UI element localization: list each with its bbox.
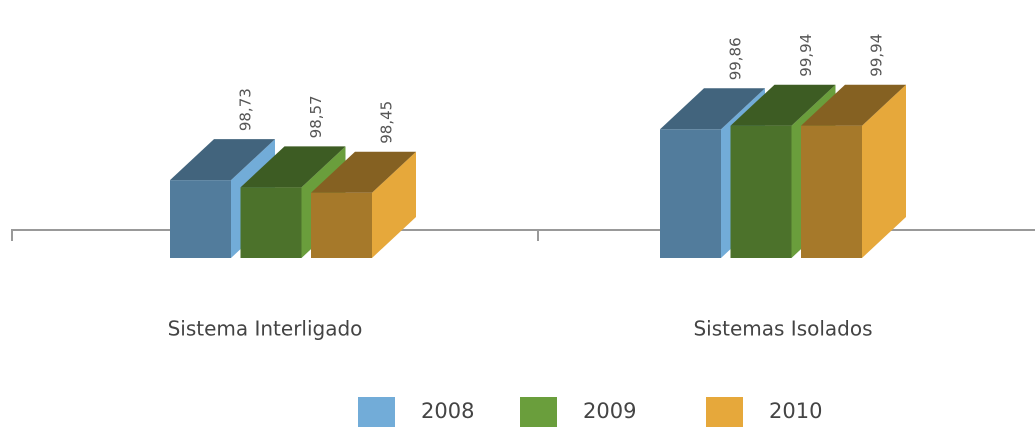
bar-front bbox=[170, 180, 231, 258]
data-label: 98,73 bbox=[237, 88, 255, 131]
bar-front bbox=[660, 129, 721, 258]
bar-front bbox=[240, 187, 302, 258]
bar-top bbox=[170, 139, 275, 181]
legend-swatch bbox=[706, 397, 743, 427]
data-label: 99,94 bbox=[868, 34, 886, 77]
bar-side bbox=[862, 84, 906, 258]
x-tick-label: Sistema Interligado bbox=[168, 317, 363, 341]
bar-side bbox=[372, 151, 416, 258]
bar-top bbox=[660, 88, 765, 130]
bar-top bbox=[801, 84, 906, 126]
data-label: 98,57 bbox=[307, 95, 325, 138]
bar-front bbox=[311, 192, 372, 258]
bar-top bbox=[311, 151, 416, 193]
bar-front bbox=[730, 125, 792, 258]
bar-front bbox=[801, 125, 862, 258]
data-label: 99,86 bbox=[727, 37, 745, 80]
legend-label: 2009 bbox=[583, 399, 636, 423]
legend-swatch bbox=[520, 397, 557, 427]
x-tick-label: Sistemas Isolados bbox=[693, 317, 872, 341]
bar-top bbox=[730, 84, 836, 126]
data-label: 99,94 bbox=[797, 34, 815, 77]
data-label: 98,45 bbox=[378, 101, 396, 144]
legend-label: 2010 bbox=[769, 399, 822, 423]
bar-top bbox=[240, 146, 346, 188]
bar bbox=[311, 151, 416, 258]
legend-swatch bbox=[358, 397, 395, 427]
legend-label: 2008 bbox=[421, 399, 474, 423]
bar bbox=[801, 84, 906, 258]
